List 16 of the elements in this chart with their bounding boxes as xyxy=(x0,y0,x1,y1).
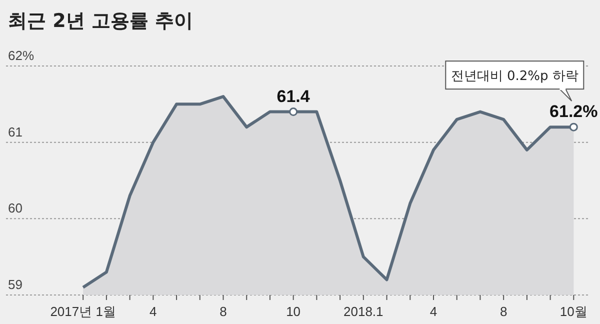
annotation: 61.4 xyxy=(276,86,310,106)
y-tick-label: 62% xyxy=(8,48,34,63)
x-tick-label: 8 xyxy=(220,304,227,319)
annotation: 전년대비 0.2%p 하락 xyxy=(450,69,578,84)
x-tick-label: 8 xyxy=(500,304,508,319)
y-tick-label: 59 xyxy=(8,277,22,292)
y-tick-label: 61 xyxy=(8,124,22,140)
annotation: 61.2% xyxy=(550,102,598,122)
chart-title: 최근 2년 고용률 추이 xyxy=(8,9,194,34)
y-tick-label: 60 xyxy=(8,200,22,216)
x-tick-label: 2017년 1월 xyxy=(50,304,116,319)
x-tick-label: 4 xyxy=(150,304,157,319)
x-tick-label: 10 xyxy=(286,304,301,319)
x-tick-label: 4 xyxy=(430,304,438,319)
x-tick-label: 10월 xyxy=(560,304,588,319)
x-tick-label: 2018.1 xyxy=(344,304,384,319)
